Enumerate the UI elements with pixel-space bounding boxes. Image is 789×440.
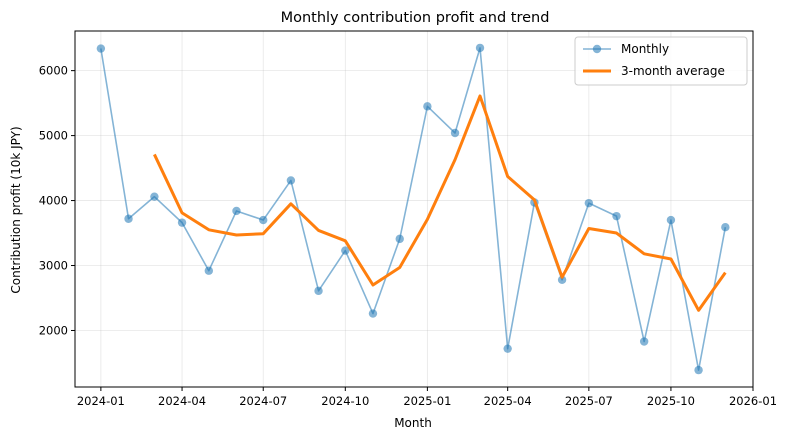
- data-point-monthly: [475, 43, 485, 53]
- data-point-monthly: [314, 286, 323, 296]
- plot-frame: [74, 30, 754, 388]
- series-layer: [96, 43, 730, 375]
- x-axis-label: Month: [394, 416, 432, 430]
- data-point-monthly: [177, 218, 187, 227]
- data-point-monthly: [150, 192, 159, 201]
- legend-marker-monthly: [592, 44, 602, 54]
- x-tick-label: 2024-10: [321, 394, 369, 408]
- data-point-monthly: [557, 275, 567, 285]
- data-point-monthly: [259, 215, 268, 225]
- data-point-monthly: [286, 176, 296, 185]
- series-line-3-month-average: [153, 94, 727, 312]
- y-tick-label: 3000: [39, 259, 68, 273]
- series-monthly: [96, 43, 730, 375]
- legend-label-3-month-average: 3-month average: [621, 64, 725, 78]
- legend: Monthly 3-month average: [574, 36, 748, 86]
- data-point-monthly: [423, 102, 432, 111]
- x-tick-label: 2025-07: [565, 394, 613, 408]
- y-ticks: 2000 3000 4000 5000 6000: [39, 64, 75, 337]
- x-tick-label: 2026-01: [729, 394, 777, 408]
- data-point-monthly: [503, 344, 512, 353]
- legend-box: [574, 36, 748, 86]
- series-3-month-average: [153, 94, 727, 312]
- x-tick-label: 2025-04: [484, 394, 532, 408]
- x-tick-label: 2025-01: [403, 394, 451, 408]
- y-axis-label: Contribution profit (10k JPY): [9, 126, 23, 293]
- data-point-monthly: [584, 198, 594, 208]
- data-point-monthly: [96, 44, 106, 53]
- x-tick-label: 2024-01: [77, 394, 125, 408]
- data-point-monthly: [395, 234, 404, 244]
- data-point-monthly: [612, 211, 621, 221]
- x-tick-label: 2024-04: [158, 394, 206, 408]
- data-point-monthly: [721, 222, 730, 232]
- y-tick-label: 2000: [39, 323, 68, 337]
- data-point-monthly: [694, 365, 703, 375]
- data-point-monthly: [368, 309, 378, 318]
- data-point-monthly: [639, 337, 649, 346]
- x-tick-label: 2024-07: [239, 394, 287, 408]
- data-point-monthly: [341, 246, 350, 255]
- data-point-monthly: [450, 128, 460, 138]
- x-tick-label: 2025-10: [647, 394, 695, 408]
- data-point-monthly: [204, 266, 214, 275]
- legend-label-monthly: Monthly: [621, 42, 669, 56]
- data-point-monthly: [666, 215, 676, 225]
- data-point-monthly: [232, 206, 241, 216]
- data-point-monthly: [124, 214, 133, 223]
- y-tick-label: 4000: [39, 194, 68, 208]
- series-line-monthly: [100, 47, 727, 371]
- chart-title: Monthly contribution profit and trend: [281, 10, 550, 26]
- x-ticks: 2024-01 2024-04 2024-07 2024-10 2025-01 2025-…: [77, 387, 777, 408]
- y-tick-label: 6000: [39, 64, 68, 78]
- y-tick-label: 5000: [39, 129, 68, 143]
